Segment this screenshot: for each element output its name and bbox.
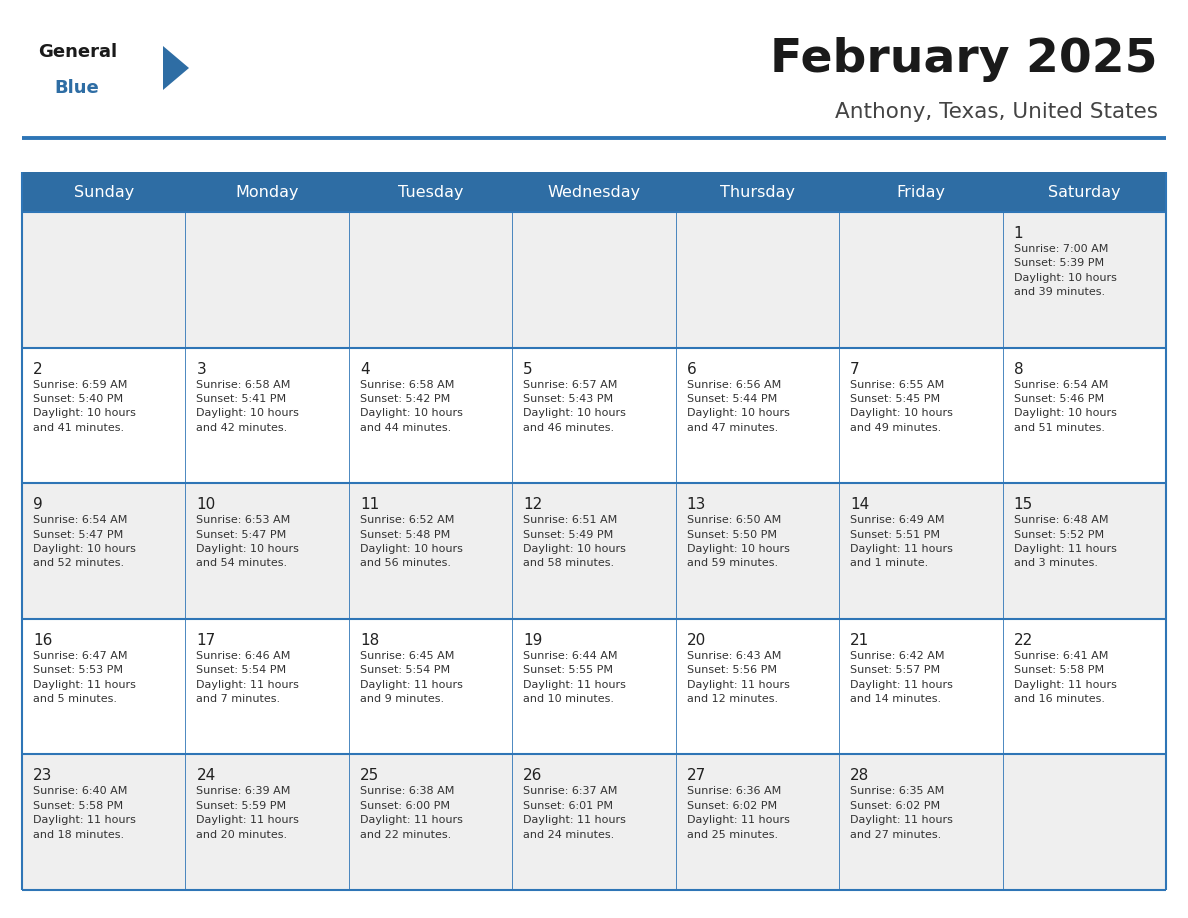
Text: 8: 8	[1013, 362, 1023, 376]
Text: 3: 3	[196, 362, 207, 376]
Text: Wednesday: Wednesday	[548, 185, 640, 199]
Text: Monday: Monday	[235, 185, 299, 199]
Bar	[23, 755, 1165, 890]
Polygon shape	[163, 46, 189, 90]
Text: Sunrise: 6:40 AM
Sunset: 5:58 PM
Daylight: 11 hours
and 18 minutes.: Sunrise: 6:40 AM Sunset: 5:58 PM Dayligh…	[33, 787, 135, 840]
Text: Blue: Blue	[53, 79, 99, 97]
Text: 17: 17	[196, 633, 216, 648]
Text: Sunrise: 6:52 AM
Sunset: 5:48 PM
Daylight: 10 hours
and 56 minutes.: Sunrise: 6:52 AM Sunset: 5:48 PM Dayligh…	[360, 515, 463, 568]
Text: Sunrise: 6:41 AM
Sunset: 5:58 PM
Daylight: 11 hours
and 16 minutes.: Sunrise: 6:41 AM Sunset: 5:58 PM Dayligh…	[1013, 651, 1117, 704]
Text: Sunrise: 6:53 AM
Sunset: 5:47 PM
Daylight: 10 hours
and 54 minutes.: Sunrise: 6:53 AM Sunset: 5:47 PM Dayligh…	[196, 515, 299, 568]
Text: Sunrise: 6:59 AM
Sunset: 5:40 PM
Daylight: 10 hours
and 41 minutes.: Sunrise: 6:59 AM Sunset: 5:40 PM Dayligh…	[33, 380, 135, 432]
Bar	[23, 348, 1165, 483]
Text: 20: 20	[687, 633, 706, 648]
Text: 11: 11	[360, 498, 379, 512]
Text: 23: 23	[33, 768, 52, 783]
Text: Saturday: Saturday	[1048, 185, 1120, 199]
Text: Sunday: Sunday	[74, 185, 134, 199]
Text: Sunrise: 6:51 AM
Sunset: 5:49 PM
Daylight: 10 hours
and 58 minutes.: Sunrise: 6:51 AM Sunset: 5:49 PM Dayligh…	[523, 515, 626, 568]
Text: Sunrise: 6:58 AM
Sunset: 5:41 PM
Daylight: 10 hours
and 42 minutes.: Sunrise: 6:58 AM Sunset: 5:41 PM Dayligh…	[196, 380, 299, 432]
Text: 21: 21	[851, 633, 870, 648]
Text: 5: 5	[523, 362, 533, 376]
Text: 4: 4	[360, 362, 369, 376]
Bar	[23, 483, 1165, 619]
Text: Friday: Friday	[897, 185, 946, 199]
Text: Sunrise: 6:38 AM
Sunset: 6:00 PM
Daylight: 11 hours
and 22 minutes.: Sunrise: 6:38 AM Sunset: 6:00 PM Dayligh…	[360, 787, 463, 840]
Text: Sunrise: 6:39 AM
Sunset: 5:59 PM
Daylight: 11 hours
and 20 minutes.: Sunrise: 6:39 AM Sunset: 5:59 PM Dayligh…	[196, 787, 299, 840]
Text: 28: 28	[851, 768, 870, 783]
Text: Sunrise: 6:56 AM
Sunset: 5:44 PM
Daylight: 10 hours
and 47 minutes.: Sunrise: 6:56 AM Sunset: 5:44 PM Dayligh…	[687, 380, 790, 432]
Text: Sunrise: 6:36 AM
Sunset: 6:02 PM
Daylight: 11 hours
and 25 minutes.: Sunrise: 6:36 AM Sunset: 6:02 PM Dayligh…	[687, 787, 790, 840]
Text: 25: 25	[360, 768, 379, 783]
Text: Sunrise: 6:42 AM
Sunset: 5:57 PM
Daylight: 11 hours
and 14 minutes.: Sunrise: 6:42 AM Sunset: 5:57 PM Dayligh…	[851, 651, 953, 704]
Text: Sunrise: 6:35 AM
Sunset: 6:02 PM
Daylight: 11 hours
and 27 minutes.: Sunrise: 6:35 AM Sunset: 6:02 PM Dayligh…	[851, 787, 953, 840]
Text: 16: 16	[33, 633, 52, 648]
Text: 2: 2	[33, 362, 43, 376]
Text: Sunrise: 6:43 AM
Sunset: 5:56 PM
Daylight: 11 hours
and 12 minutes.: Sunrise: 6:43 AM Sunset: 5:56 PM Dayligh…	[687, 651, 790, 704]
Text: Sunrise: 6:57 AM
Sunset: 5:43 PM
Daylight: 10 hours
and 46 minutes.: Sunrise: 6:57 AM Sunset: 5:43 PM Dayligh…	[523, 380, 626, 432]
Text: Tuesday: Tuesday	[398, 185, 463, 199]
Text: 19: 19	[523, 633, 543, 648]
Text: Sunrise: 6:46 AM
Sunset: 5:54 PM
Daylight: 11 hours
and 7 minutes.: Sunrise: 6:46 AM Sunset: 5:54 PM Dayligh…	[196, 651, 299, 704]
Text: 13: 13	[687, 498, 706, 512]
Text: Sunrise: 6:48 AM
Sunset: 5:52 PM
Daylight: 11 hours
and 3 minutes.: Sunrise: 6:48 AM Sunset: 5:52 PM Dayligh…	[1013, 515, 1117, 568]
Text: 14: 14	[851, 498, 870, 512]
Text: 12: 12	[523, 498, 543, 512]
Text: Sunrise: 6:44 AM
Sunset: 5:55 PM
Daylight: 11 hours
and 10 minutes.: Sunrise: 6:44 AM Sunset: 5:55 PM Dayligh…	[523, 651, 626, 704]
Text: 6: 6	[687, 362, 696, 376]
Text: 26: 26	[523, 768, 543, 783]
Text: Sunrise: 6:54 AM
Sunset: 5:47 PM
Daylight: 10 hours
and 52 minutes.: Sunrise: 6:54 AM Sunset: 5:47 PM Dayligh…	[33, 515, 135, 568]
Text: Sunrise: 6:45 AM
Sunset: 5:54 PM
Daylight: 11 hours
and 9 minutes.: Sunrise: 6:45 AM Sunset: 5:54 PM Dayligh…	[360, 651, 463, 704]
Text: February 2025: February 2025	[771, 38, 1158, 83]
Text: 1: 1	[1013, 226, 1023, 241]
Text: Sunrise: 6:58 AM
Sunset: 5:42 PM
Daylight: 10 hours
and 44 minutes.: Sunrise: 6:58 AM Sunset: 5:42 PM Dayligh…	[360, 380, 463, 432]
Text: Sunrise: 6:54 AM
Sunset: 5:46 PM
Daylight: 10 hours
and 51 minutes.: Sunrise: 6:54 AM Sunset: 5:46 PM Dayligh…	[1013, 380, 1117, 432]
Text: Sunrise: 7:00 AM
Sunset: 5:39 PM
Daylight: 10 hours
and 39 minutes.: Sunrise: 7:00 AM Sunset: 5:39 PM Dayligh…	[1013, 244, 1117, 297]
Text: Thursday: Thursday	[720, 185, 795, 199]
Bar	[23, 172, 1165, 212]
Text: Sunrise: 6:37 AM
Sunset: 6:01 PM
Daylight: 11 hours
and 24 minutes.: Sunrise: 6:37 AM Sunset: 6:01 PM Dayligh…	[523, 787, 626, 840]
Text: 10: 10	[196, 498, 216, 512]
Text: Sunrise: 6:55 AM
Sunset: 5:45 PM
Daylight: 10 hours
and 49 minutes.: Sunrise: 6:55 AM Sunset: 5:45 PM Dayligh…	[851, 380, 953, 432]
Text: General: General	[38, 43, 118, 61]
Bar	[23, 619, 1165, 755]
Text: 7: 7	[851, 362, 860, 376]
Text: 27: 27	[687, 768, 706, 783]
Text: Anthony, Texas, United States: Anthony, Texas, United States	[835, 102, 1158, 122]
Text: 24: 24	[196, 768, 216, 783]
Text: Sunrise: 6:50 AM
Sunset: 5:50 PM
Daylight: 10 hours
and 59 minutes.: Sunrise: 6:50 AM Sunset: 5:50 PM Dayligh…	[687, 515, 790, 568]
Text: Sunrise: 6:49 AM
Sunset: 5:51 PM
Daylight: 11 hours
and 1 minute.: Sunrise: 6:49 AM Sunset: 5:51 PM Dayligh…	[851, 515, 953, 568]
Text: Sunrise: 6:47 AM
Sunset: 5:53 PM
Daylight: 11 hours
and 5 minutes.: Sunrise: 6:47 AM Sunset: 5:53 PM Dayligh…	[33, 651, 135, 704]
Bar	[23, 212, 1165, 348]
Text: 15: 15	[1013, 498, 1032, 512]
Text: 18: 18	[360, 633, 379, 648]
Text: 9: 9	[33, 498, 43, 512]
Text: 22: 22	[1013, 633, 1032, 648]
